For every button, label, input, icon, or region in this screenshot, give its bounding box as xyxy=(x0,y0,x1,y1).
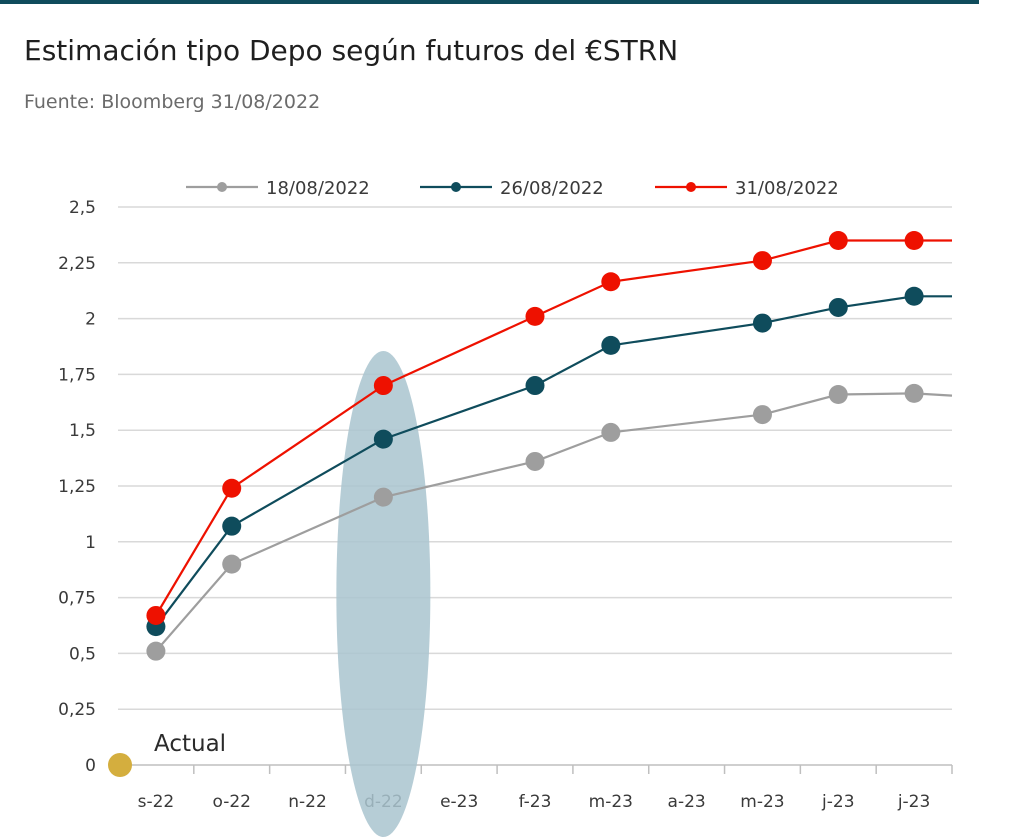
x-tick-label: j-23 xyxy=(821,792,855,812)
data-point xyxy=(904,230,924,250)
legend-marker xyxy=(686,182,696,192)
data-point xyxy=(222,478,242,498)
data-point xyxy=(828,230,848,250)
series-line-26/08/2022 xyxy=(155,295,952,628)
y-tick-label: 2,25 xyxy=(58,254,96,274)
data-point xyxy=(904,286,924,306)
x-tick-label: m-23 xyxy=(740,792,784,812)
data-point xyxy=(525,451,545,471)
data-point xyxy=(752,251,772,271)
x-tick-label: n-22 xyxy=(288,792,327,812)
data-point xyxy=(222,516,242,536)
x-tick-label: f-23 xyxy=(519,792,552,812)
y-tick-label: 0,75 xyxy=(58,589,96,609)
data-point xyxy=(222,554,242,574)
series-line-18/08/2022 xyxy=(155,392,953,652)
series-line-31/08/2022 xyxy=(154,239,952,617)
data-point xyxy=(525,306,545,326)
y-tick-label: 1 xyxy=(85,533,96,553)
legend-marker xyxy=(217,182,227,192)
legend-label: 31/08/2022 xyxy=(735,178,839,199)
y-tick-label: 2 xyxy=(85,310,96,330)
data-point xyxy=(373,429,393,449)
y-tick-label: 2,5 xyxy=(69,198,96,218)
chart-title: Estimación tipo Depo según futuros del €… xyxy=(24,34,679,67)
data-point xyxy=(601,335,621,355)
data-point xyxy=(525,376,545,396)
data-point xyxy=(146,641,166,661)
data-point xyxy=(752,405,772,425)
x-tick-label: m-23 xyxy=(589,792,633,812)
data-point xyxy=(752,313,772,333)
x-tick-label: o-22 xyxy=(212,792,250,812)
x-tick-label: s-22 xyxy=(138,792,175,812)
highlight-ellipse xyxy=(336,351,431,837)
data-point xyxy=(373,376,393,396)
data-point xyxy=(601,422,621,442)
data-point xyxy=(828,384,848,404)
y-tick-label: 1,75 xyxy=(58,365,96,385)
actual-label: Actual xyxy=(154,731,226,757)
actual-marker xyxy=(108,753,132,777)
x-tick-label: e-23 xyxy=(440,792,478,812)
legend-marker xyxy=(451,182,461,192)
x-tick-label: a-23 xyxy=(668,792,706,812)
x-tick-label: j-23 xyxy=(897,792,931,812)
y-tick-label: 0,5 xyxy=(69,644,96,664)
data-point xyxy=(146,605,166,625)
y-tick-label: 1,5 xyxy=(69,421,96,441)
y-tick-label: 1,25 xyxy=(58,477,96,497)
legend-label: 18/08/2022 xyxy=(266,178,370,199)
data-point xyxy=(828,297,848,317)
data-point xyxy=(601,272,621,292)
legend-label: 26/08/2022 xyxy=(500,178,604,199)
data-point xyxy=(904,383,924,403)
y-tick-label: 0 xyxy=(85,756,96,776)
data-point xyxy=(373,487,393,507)
chart-subtitle: Fuente: Bloomberg 31/08/2022 xyxy=(24,91,321,113)
y-tick-label: 0,25 xyxy=(58,700,96,720)
top-rule xyxy=(0,0,979,4)
